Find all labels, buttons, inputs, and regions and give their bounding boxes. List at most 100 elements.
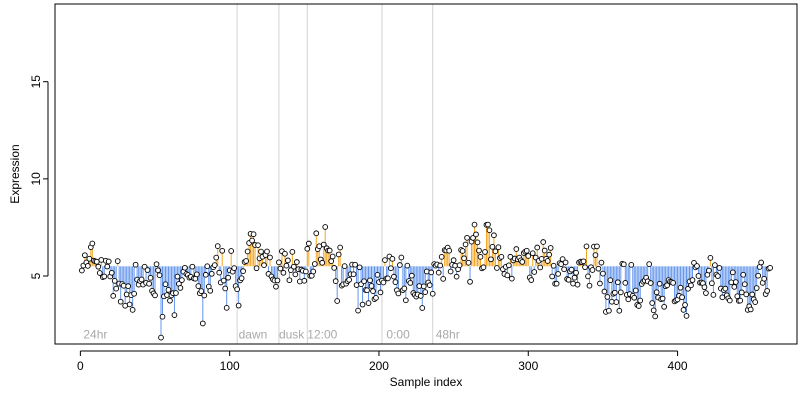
y-axis: 5 10 15 bbox=[29, 75, 49, 279]
data-point bbox=[417, 293, 424, 299]
data-point bbox=[177, 285, 184, 291]
data-point bbox=[422, 289, 429, 295]
data-point bbox=[689, 277, 696, 283]
data-point bbox=[388, 265, 394, 272]
data-point bbox=[461, 255, 467, 262]
data-point bbox=[391, 273, 397, 280]
data-point bbox=[743, 291, 750, 298]
data-point bbox=[104, 263, 111, 270]
data-point bbox=[152, 292, 158, 299]
data-point bbox=[710, 292, 717, 298]
data-point bbox=[574, 281, 581, 288]
data-point bbox=[165, 286, 172, 293]
data-point bbox=[761, 275, 768, 282]
data-point bbox=[202, 271, 209, 278]
data-point bbox=[453, 273, 460, 280]
data-point bbox=[250, 231, 257, 238]
data-point bbox=[677, 284, 684, 291]
data-point bbox=[528, 277, 535, 283]
data-point bbox=[198, 288, 205, 294]
data-point bbox=[534, 244, 541, 251]
x-tick-label: 200 bbox=[369, 359, 389, 373]
data-point bbox=[373, 295, 379, 301]
data-point bbox=[367, 277, 373, 284]
data-point bbox=[701, 284, 708, 291]
data-point bbox=[419, 305, 426, 311]
data-point bbox=[274, 277, 281, 284]
data-point bbox=[647, 280, 654, 286]
data-point bbox=[632, 287, 639, 294]
data-point bbox=[289, 249, 296, 255]
data-point bbox=[305, 240, 312, 247]
data-point bbox=[546, 251, 553, 258]
data-point bbox=[353, 282, 360, 288]
data-point bbox=[276, 259, 282, 266]
data-point bbox=[712, 262, 718, 268]
data-point bbox=[213, 254, 220, 261]
data-point bbox=[255, 242, 261, 249]
data-point bbox=[592, 252, 599, 258]
data-point bbox=[625, 296, 632, 303]
data-point bbox=[722, 285, 729, 292]
data-point bbox=[98, 257, 105, 263]
data-point bbox=[476, 247, 482, 254]
x-axis-title: Sample index bbox=[390, 375, 463, 389]
data-point bbox=[243, 258, 249, 264]
data-point bbox=[264, 248, 270, 255]
data-point bbox=[435, 269, 442, 276]
data-point bbox=[523, 247, 530, 254]
data-point bbox=[628, 261, 635, 268]
x-axis: 0 100 200 300 400 bbox=[77, 350, 688, 373]
data-point bbox=[193, 271, 200, 278]
data-point bbox=[174, 273, 181, 280]
data-point bbox=[614, 279, 621, 286]
data-point bbox=[392, 279, 399, 285]
data-point bbox=[385, 275, 391, 282]
data-point bbox=[498, 254, 505, 260]
data-point bbox=[477, 253, 484, 260]
data-point bbox=[131, 290, 137, 297]
data-point bbox=[456, 262, 463, 269]
data-point bbox=[719, 294, 726, 301]
data-point bbox=[631, 294, 638, 301]
data-point bbox=[402, 297, 409, 304]
data-point bbox=[401, 285, 408, 292]
data-point bbox=[664, 282, 670, 289]
data-point bbox=[199, 320, 206, 327]
data-point bbox=[110, 293, 117, 299]
data-point bbox=[355, 307, 361, 314]
data-point bbox=[682, 302, 688, 308]
data-point bbox=[703, 290, 709, 296]
data-point bbox=[709, 280, 715, 287]
data-point bbox=[622, 280, 629, 286]
data-point bbox=[738, 289, 745, 296]
annotations: 24hr dawn dusk 12:00 0:00 48hr bbox=[83, 327, 459, 341]
annotation-label: dawn bbox=[239, 327, 268, 341]
data-point bbox=[764, 288, 770, 294]
data-point bbox=[211, 262, 218, 268]
data-point bbox=[688, 282, 694, 289]
data-point bbox=[732, 279, 739, 285]
data-point bbox=[465, 259, 472, 266]
data-point bbox=[356, 264, 363, 271]
data-point bbox=[301, 277, 308, 284]
data-point bbox=[346, 276, 352, 283]
data-point bbox=[123, 291, 130, 298]
data-point bbox=[604, 294, 611, 300]
data-point bbox=[513, 246, 520, 252]
data-point bbox=[231, 265, 238, 271]
annotation-label: dusk bbox=[279, 327, 305, 341]
data-point bbox=[749, 291, 756, 298]
data-point bbox=[302, 268, 309, 275]
data-point bbox=[612, 289, 618, 296]
data-point bbox=[555, 271, 561, 277]
data-point bbox=[683, 313, 690, 319]
data-point bbox=[606, 307, 612, 314]
data-point bbox=[95, 263, 102, 270]
data-point bbox=[767, 265, 773, 271]
data-point bbox=[240, 268, 246, 274]
data-point bbox=[653, 289, 660, 296]
data-point bbox=[462, 241, 469, 248]
data-point bbox=[332, 278, 339, 284]
data-point bbox=[504, 272, 511, 279]
